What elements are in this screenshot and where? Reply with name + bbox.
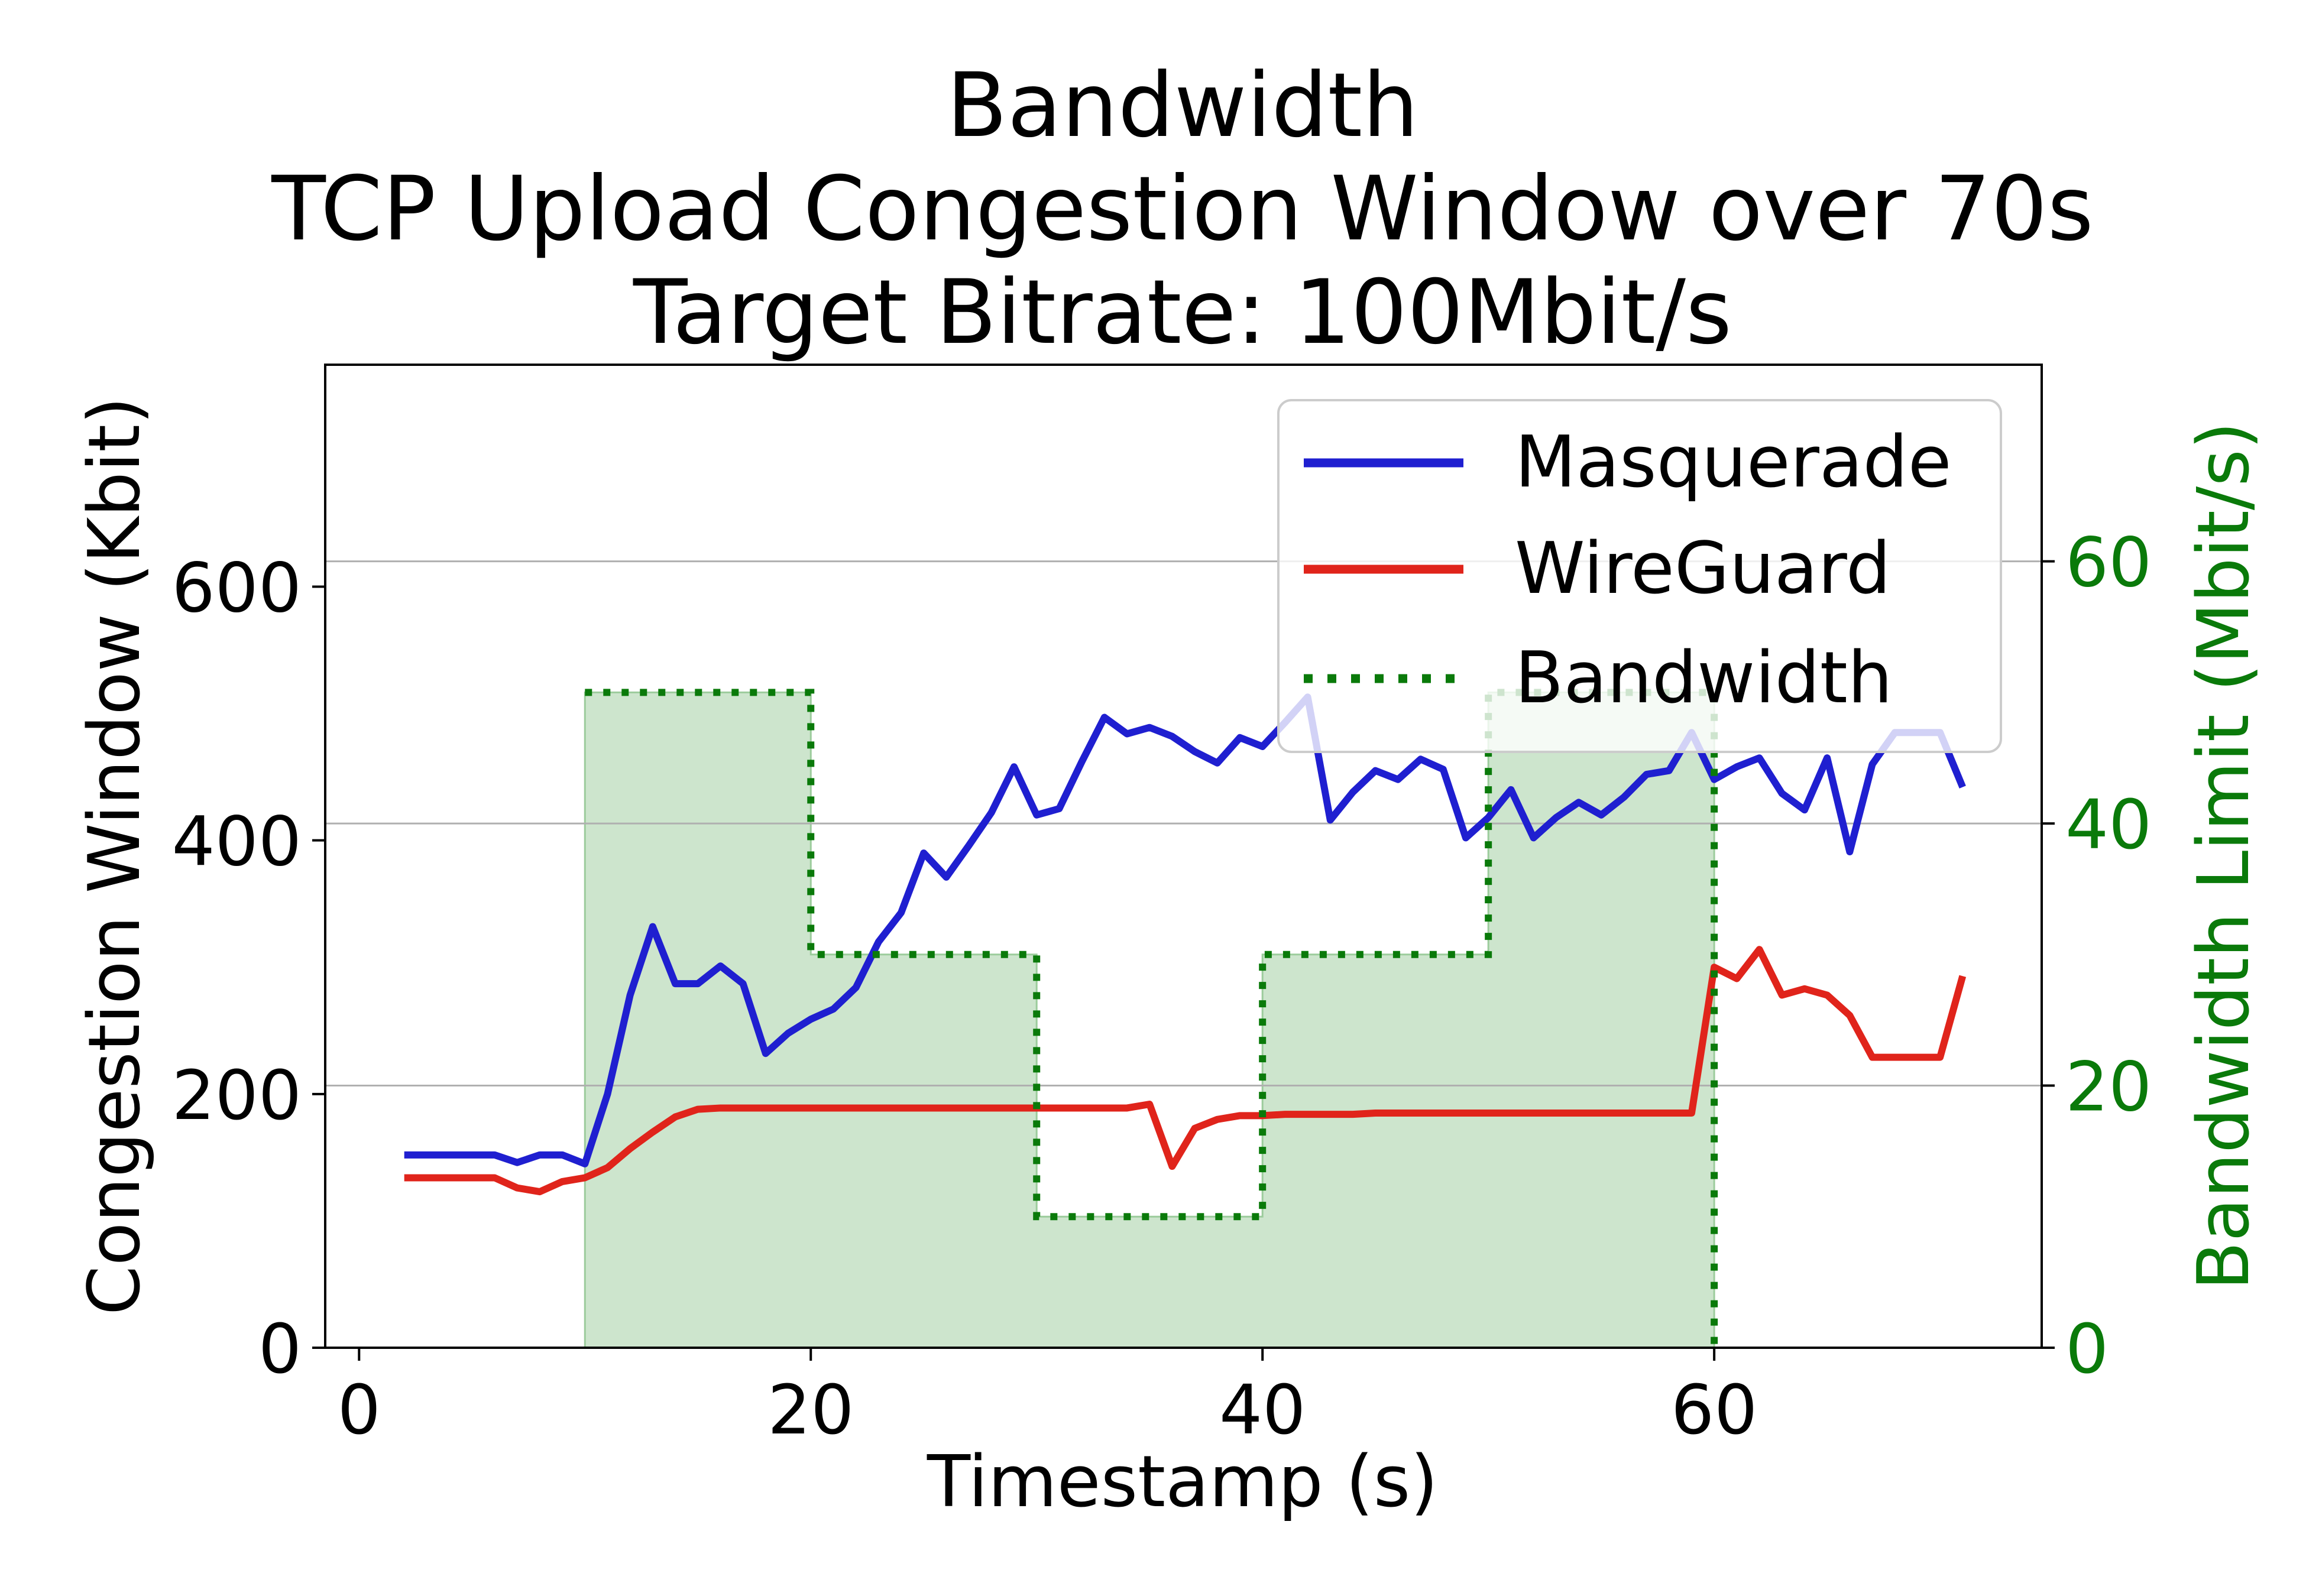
y-axis-label: Congestion Window (Kbit)	[74, 397, 156, 1315]
y2-axis-label: Bandwidth Limit (Mbit/s)	[2183, 421, 2265, 1290]
y2-tick-label: 0	[2065, 1310, 2109, 1389]
chart-title-line-2: TCP Upload Congestion Window over 70s	[271, 158, 2094, 261]
y-tick-label: 400	[172, 803, 302, 882]
x-tick-label: 0	[338, 1371, 381, 1450]
legend: Masquerade WireGuard Bandwidth	[1277, 399, 2002, 753]
series-layer	[404, 689, 1967, 1348]
series-line-masquerade	[404, 693, 1966, 1167]
x-tick-label: 20	[767, 1371, 854, 1450]
chart-title-line-3: Target Bitrate: 100Mbit/s	[633, 261, 1732, 364]
legend-label-masquerade: Masquerade	[1515, 421, 1952, 504]
chart-title-line-1: Bandwidth	[947, 54, 1419, 157]
x-tick-label: 60	[1671, 1371, 1757, 1450]
y-tick-label: 200	[172, 1056, 302, 1136]
legend-label-bandwidth: Bandwidth	[1515, 637, 1893, 719]
x-axis-label: Timestamp (s)	[927, 1441, 1438, 1523]
y2-tick-label: 60	[2065, 524, 2152, 603]
plot-frame	[324, 364, 2043, 1349]
legend-label-wireguard: WireGuard	[1515, 528, 1891, 610]
series-line-wireguard	[404, 946, 1967, 1196]
y2-tick-label: 40	[2065, 786, 2152, 865]
y-tick-label: 600	[172, 549, 302, 628]
y-tick-label: 0	[258, 1310, 302, 1389]
legend-box	[1277, 399, 2002, 753]
x-tick-label: 40	[1219, 1371, 1306, 1450]
y2-tick-label: 20	[2065, 1048, 2152, 1127]
